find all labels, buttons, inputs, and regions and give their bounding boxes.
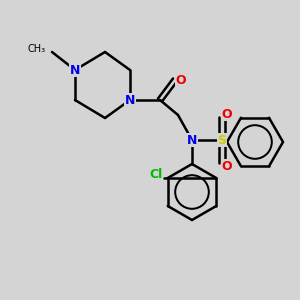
Text: O: O xyxy=(222,160,232,172)
Text: N: N xyxy=(187,134,197,146)
Text: O: O xyxy=(176,74,186,86)
Text: N: N xyxy=(125,94,135,106)
Text: O: O xyxy=(222,107,232,121)
Text: N: N xyxy=(70,64,80,76)
Text: Cl: Cl xyxy=(149,167,163,181)
Text: CH₃: CH₃ xyxy=(28,44,46,54)
Text: S: S xyxy=(218,134,226,146)
